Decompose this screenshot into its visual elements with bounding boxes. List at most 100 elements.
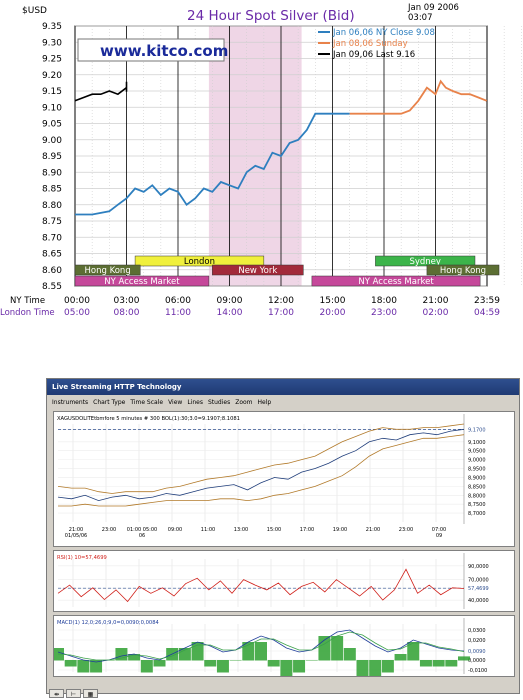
x-tick-label: 21:00 [69,527,83,533]
menu-help[interactable]: Help [257,399,272,406]
x-tick-label: 01:00 05:00 [127,527,157,533]
y-tick-label: 9.00 [42,136,62,146]
macd-histogram-bar [331,636,344,661]
macd-histogram-bar [216,660,229,673]
x-tick-label: 13:00 [234,527,248,533]
macd-histogram-bar [369,660,382,679]
market-bar [74,264,141,276]
y-tick-label: 8,7500 [468,502,486,508]
y-tick-label: 8.85 [42,185,62,195]
rsi-pane: RSI(1) 10=57,4699 90,0000 70,0000 57,4699 4… [53,550,515,612]
ny-time-tick: 12:00 [268,296,294,306]
price-legend: XAGUSDOLITEtbmfore 5 minutes # 300 BOL(1… [57,416,240,422]
london-time-label: London Time [0,308,55,318]
y-tick-label: 9,0000 [468,458,486,464]
y-tick-label: 0,0000 [468,658,486,664]
y-tick-label: 8,9500 [468,467,486,473]
y-tick-label: 9.30 [42,38,62,48]
london-time-tick: 08:00 [114,308,140,318]
x-tick-label: 21:00 [366,527,380,533]
menu-bar: Instruments Chart Type Time Scale View Lines… [47,397,519,409]
window-title: Live Streaming HTTP Technology [47,379,519,395]
london-time-tick: 04:59 [474,308,500,318]
y-tick-label: 8,7000 [468,511,486,517]
y-tick-label: 9.10 [42,103,62,113]
ny-time-tick: 09:00 [217,296,243,306]
kitco-x-labels: NY Time London Time 00:00 05:00 03:00 08:00 06… [0,296,500,318]
hline-icon[interactable]: ⊢ [66,689,81,698]
macd-histogram-bar [432,660,445,667]
watermark: www.kitco.com [100,42,228,60]
x-tick-sublabel: 06 [139,533,145,539]
y-tick-label: 8.55 [42,282,62,292]
macd-histogram-bar [381,660,394,673]
ny-time-tick: 15:00 [320,296,346,306]
kitco-series [74,79,488,216]
ny-time-tick: 06:00 [165,296,191,306]
y-tick-label: 40,0000 [468,598,489,604]
ny-time-tick: 18:00 [371,296,397,306]
ny-time-tick: 00:00 [64,296,90,306]
y-tick-label: 8,8500 [468,484,486,490]
y-tick-label: 9.15 [42,87,62,97]
unit-label: $USD [22,6,47,16]
macd-histogram-bar [229,660,242,661]
market-bar [375,255,476,267]
y-tick-label: 8.95 [42,152,62,162]
x-tick-sublabel: 01/05/06 [65,533,87,539]
menu-studies[interactable]: Studies [207,399,231,406]
market-bar [74,275,210,287]
market-label: NY Access Market [104,277,180,287]
x-tick-sublabel: 09 [436,533,442,539]
series-line [349,79,488,115]
market-label: Sydney [409,257,440,267]
market-label: Hong Kong [85,266,131,276]
y-tick-label: 9.05 [42,120,62,130]
menu-zoom[interactable]: Zoom [235,399,253,406]
menu-time-scale[interactable]: Time Scale [130,399,164,406]
market-bar [134,255,265,267]
x-tick-label: 17:00 [300,527,314,533]
legend-entry: Jan 06,06 NY Close 9.08 [332,28,435,38]
y-tick-label: 9.20 [42,71,62,81]
kitco-y-ticks: 9.35 9.30 9.25 9.20 9.15 9.10 9.05 9.00 8.95 8.90… [42,22,62,292]
menu-chart-type[interactable]: Chart Type [93,399,126,406]
x-tick-label: 23:00 [102,527,116,533]
london-time-tick: 17:00 [268,308,294,318]
price-pane: XAGUSDOLITEtbmfore 5 minutes # 300 BOL(1… [53,411,515,547]
series-line [75,112,350,216]
macd-histogram-bar [280,660,293,679]
crosshair-icon[interactable]: ⇹ [49,689,64,698]
menu-instruments[interactable]: Instruments [52,399,89,406]
ny-time-label: NY Time [10,296,45,306]
macd-histogram-bar [419,660,432,667]
y-tick-label: 0,0300 [468,628,486,634]
rsi-chart: RSI(1) 10=57,4699 90,0000 70,0000 57,4699 4… [57,553,489,609]
macd-histogram-bar [64,660,77,667]
y-tick-label: -0,0100 [468,668,487,674]
macd-histogram-bar [90,660,103,673]
london-time-tick: 11:00 [165,308,191,318]
london-time-tick: 05:00 [64,308,90,318]
x-tick-label: 19:00 [333,527,347,533]
menu-view[interactable]: View [168,399,183,406]
london-time-tick: 20:00 [320,308,346,318]
y-tick-label: 9,1000 [468,440,486,446]
chart-time: 03:07 [408,13,433,23]
macd-legend: MACD(1) 12,0;26,0;9,0=0,0090;0,0084 [57,620,159,626]
series-line [57,631,465,661]
grid-icon[interactable]: ▦ [83,689,98,698]
y-tick-label: 9,1700 [468,427,486,433]
y-tick-label: 57,4699 [468,586,489,592]
watermark-box [77,38,225,62]
market-bar [212,264,304,276]
macd-histogram-bar [153,660,166,667]
live-streaming-window: Live Streaming HTTP Technology Instrumen… [46,378,520,698]
market-label: London [184,257,215,267]
series-line [74,87,127,102]
macd-histogram-bar [77,660,90,673]
menu-lines[interactable]: Lines [187,399,203,406]
